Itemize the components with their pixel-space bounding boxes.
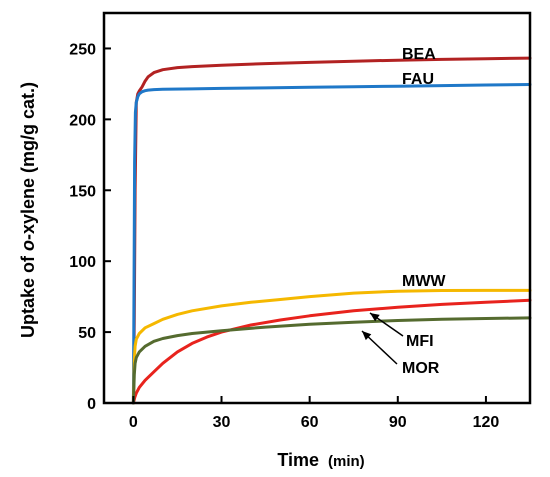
series-line-bea bbox=[131, 56, 532, 405]
x-axis-title-unit: (min) bbox=[328, 453, 365, 470]
mfi-arrowhead bbox=[370, 313, 380, 322]
x-axis-title-main: Time bbox=[277, 450, 319, 470]
plot-frame bbox=[102, 11, 532, 405]
y-axis-title-suffix: -xylene (mg/g cat.) bbox=[18, 82, 38, 240]
ticks-layer: 0 50 100 150 200 250 0 30 60 90 120 bbox=[69, 41, 499, 431]
x-tick-label: 90 bbox=[389, 414, 407, 431]
x-tick-label: 30 bbox=[213, 414, 231, 431]
y-tick-label: 0 bbox=[87, 396, 96, 413]
series-line-mww bbox=[131, 288, 532, 405]
y-axis-title-prefix: Uptake of bbox=[18, 251, 38, 338]
x-tick-label: 0 bbox=[129, 414, 138, 431]
series-label-bea: BEA bbox=[402, 46, 436, 63]
y-tick-label: 250 bbox=[69, 41, 96, 58]
series-line-mfi bbox=[131, 298, 532, 405]
series-label-fau: FAU bbox=[402, 71, 434, 88]
series-line-mor bbox=[131, 316, 532, 405]
y-axis-title: Uptake of o-xylene (mg/g cat.) bbox=[18, 82, 38, 338]
series-line-fau bbox=[131, 83, 532, 405]
series-label-mfi: MFI bbox=[406, 333, 434, 350]
series-label-mww: MWW bbox=[402, 273, 446, 290]
y-tick-label: 100 bbox=[69, 254, 96, 271]
y-tick-label: 50 bbox=[78, 325, 96, 342]
y-axis-title-italic: o bbox=[18, 240, 38, 251]
x-axis-title: Time (min) bbox=[277, 450, 364, 470]
series-layer bbox=[131, 56, 532, 405]
y-tick-label: 150 bbox=[69, 183, 96, 200]
x-tick-label: 60 bbox=[301, 414, 319, 431]
series-label-mor: MOR bbox=[402, 360, 440, 377]
mor-arrowhead bbox=[362, 331, 372, 341]
x-tick-label: 120 bbox=[473, 414, 500, 431]
y-tick-label: 200 bbox=[69, 112, 96, 129]
